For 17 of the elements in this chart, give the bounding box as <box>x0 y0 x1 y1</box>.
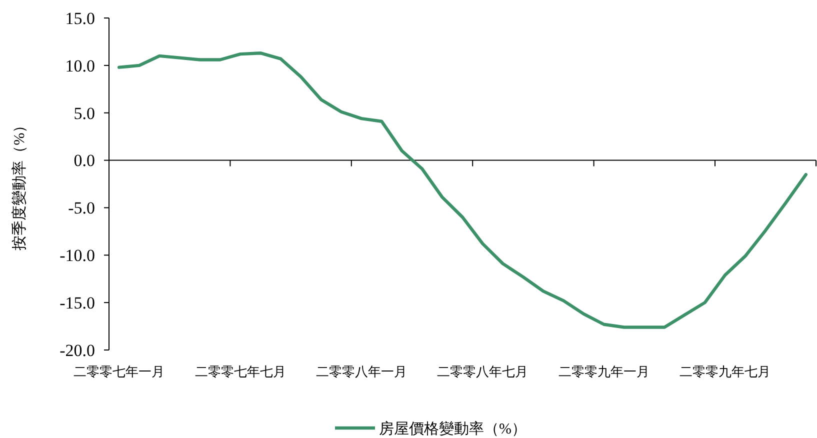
y-tick-label: -20.0 <box>60 340 95 360</box>
x-tick-label: 二零零九年七月 <box>680 364 771 379</box>
y-tick-label: -15.0 <box>60 294 95 313</box>
x-tick-label: 二零零七年七月 <box>194 364 286 379</box>
x-tick-label: 二零零九年一月 <box>558 364 650 379</box>
y-axis-title: 按季度變動率（%） <box>11 118 28 250</box>
line-series <box>118 51 808 329</box>
x-tick-label: 二零零七年一月 <box>74 364 165 379</box>
y-tick-label: 5.0 <box>74 104 95 123</box>
legend-label: 房屋價格變動率（%） <box>379 420 526 438</box>
y-tick-label: 15.0 <box>65 8 95 28</box>
x-tick-label: 二零零八年一月 <box>316 364 407 379</box>
y-tick-label: 10.0 <box>65 56 95 76</box>
x-tick-label: 二零零八年七月 <box>437 364 528 379</box>
y-tick-label: -10.0 <box>60 246 95 266</box>
y-tick-label: 0.0 <box>74 151 95 170</box>
y-tick-label: -5.0 <box>68 198 95 218</box>
